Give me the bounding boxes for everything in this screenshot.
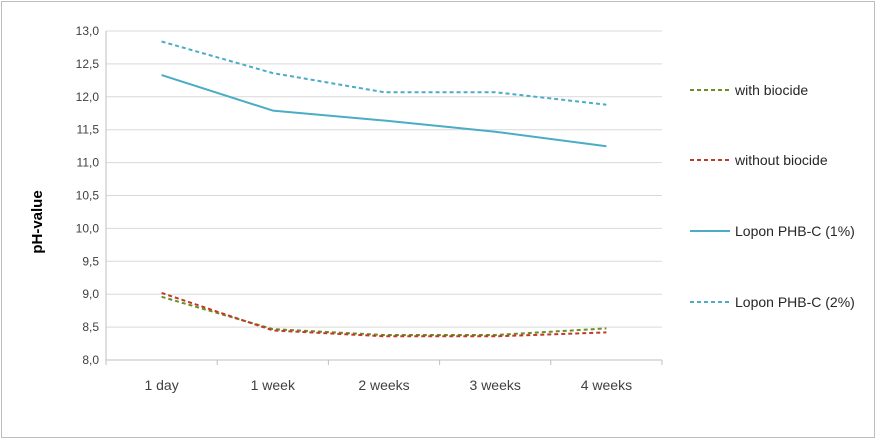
y-tick-label: 8,5 <box>82 320 99 334</box>
x-tick-label: 1 week <box>251 377 296 393</box>
x-tick-label: 2 weeks <box>358 377 409 393</box>
y-tick-label: 10,5 <box>76 189 100 203</box>
legend-label: Lopon PHB-C (1%) <box>735 223 855 239</box>
x-tick-label: 3 weeks <box>470 377 521 393</box>
series-line <box>161 40 607 106</box>
y-tick-label: 12,5 <box>76 57 100 71</box>
x-tick-label: 4 weeks <box>581 377 632 393</box>
y-axis-ticks: 8,0 8,5 9,0 9,5 10,0 10,5 11,0 11,5 12,0 12,5 13,0 <box>76 24 100 367</box>
grid-lines <box>105 30 663 365</box>
legend: with biocide without biocide Lopon PHB-C (… <box>690 82 855 310</box>
x-tick-label: 1 day <box>144 377 178 393</box>
series-lines <box>161 40 607 338</box>
y-tick-label: 9,0 <box>82 287 99 301</box>
y-tick-label: 10,0 <box>76 221 100 235</box>
y-tick-label: 8,0 <box>82 353 99 367</box>
legend-label: without biocide <box>734 152 828 168</box>
y-tick-label: 11,5 <box>77 123 100 137</box>
legend-label: Lopon PHB-C (2%) <box>735 294 855 310</box>
x-axis-ticks: 1 day 1 week 2 weeks 3 weeks 4 weeks <box>144 377 632 393</box>
series-line <box>161 74 607 148</box>
y-axis-label: pH-value <box>29 190 46 253</box>
legend-label: with biocide <box>734 82 808 98</box>
y-tick-label: 11,0 <box>77 156 100 170</box>
y-tick-label: 12,0 <box>76 90 100 104</box>
series-line <box>161 291 607 338</box>
y-tick-label: 13,0 <box>76 24 100 38</box>
y-tick-label: 9,5 <box>82 254 99 268</box>
